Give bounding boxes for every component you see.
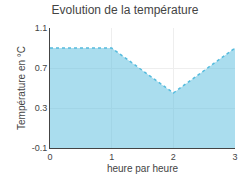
svg-text:Evolution de la température: Evolution de la température [52,3,199,17]
svg-text:0: 0 [47,152,52,162]
svg-text:-0.1: -0.1 [32,143,48,153]
svg-text:heure par heure: heure par heure [107,163,179,174]
svg-text:1.1: 1.1 [35,23,48,33]
svg-text:2: 2 [171,152,176,162]
svg-text:1: 1 [109,152,114,162]
svg-text:0.3: 0.3 [35,103,48,113]
svg-text:Température en °C: Température en °C [16,46,27,130]
svg-text:3: 3 [232,152,237,162]
svg-text:0.7: 0.7 [35,63,48,73]
